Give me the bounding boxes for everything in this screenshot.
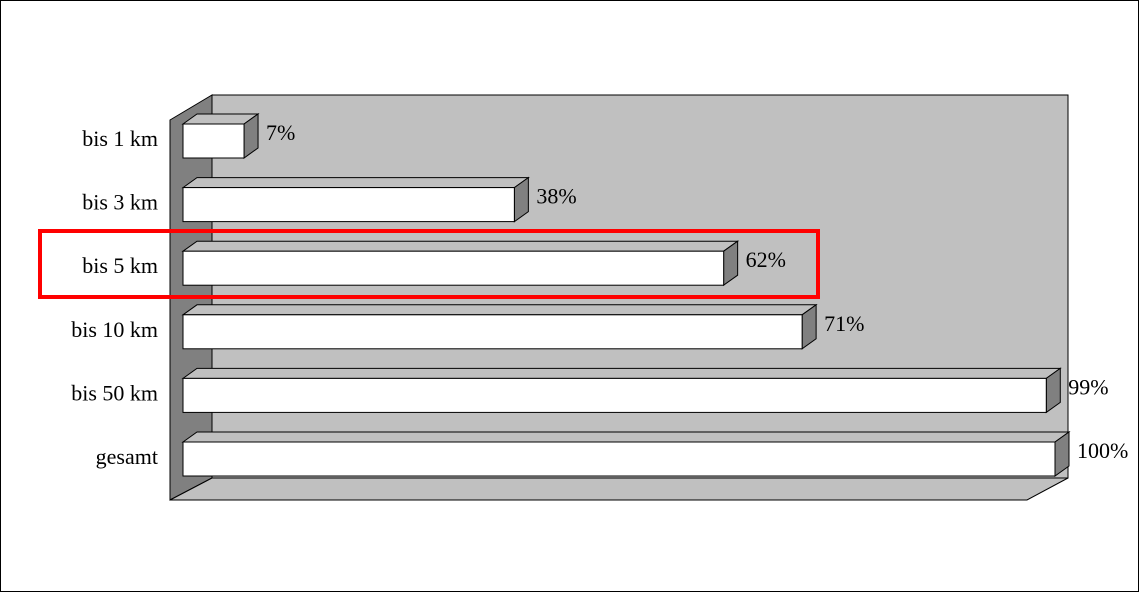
bar xyxy=(182,123,245,159)
bar-top xyxy=(181,431,1071,443)
back-wall xyxy=(211,94,1069,479)
category-label: gesamt xyxy=(96,444,158,469)
value-label: 7% xyxy=(266,120,295,145)
bar xyxy=(182,187,515,223)
bar xyxy=(182,441,1056,477)
bar-top xyxy=(181,367,1062,379)
category-label: bis 3 km xyxy=(82,190,158,215)
category-label: bis 10 km xyxy=(71,317,158,342)
highlight-box xyxy=(38,229,820,299)
bar-top xyxy=(181,240,740,252)
bar xyxy=(182,314,803,350)
value-label: 38% xyxy=(536,184,576,209)
category-label: bis 1 km xyxy=(82,126,158,151)
value-label: 100% xyxy=(1077,438,1128,463)
bar-top xyxy=(181,304,818,316)
value-label: 99% xyxy=(1068,374,1108,399)
floor xyxy=(169,477,1069,501)
category-label: bis 5 km xyxy=(82,253,158,278)
value-label: 71% xyxy=(824,311,864,336)
bar-top xyxy=(181,177,530,189)
bar xyxy=(182,250,725,286)
bar xyxy=(182,377,1047,413)
category-label: bis 50 km xyxy=(71,380,158,405)
value-label: 62% xyxy=(746,247,786,272)
bars: bis 1 km 7% bis 3 km 38% bis 5 km 62% bis 10 k… xyxy=(71,113,1128,477)
